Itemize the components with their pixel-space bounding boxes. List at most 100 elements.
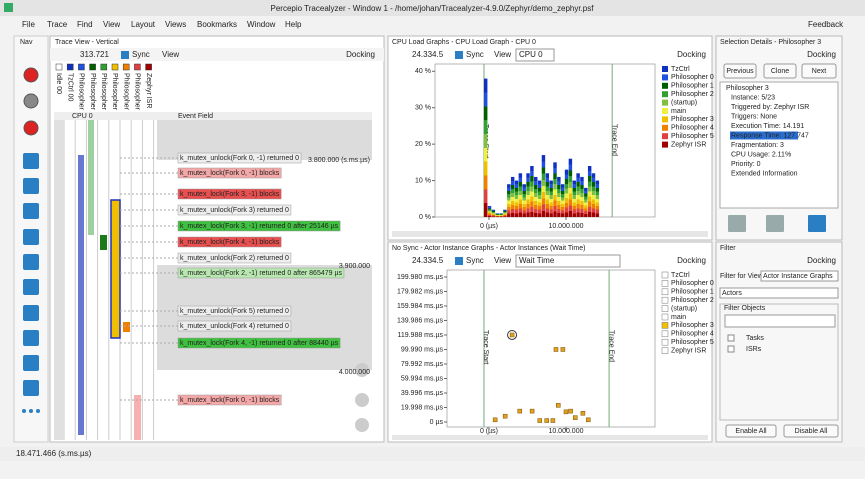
sync-button[interactable]: Sync <box>132 50 150 59</box>
load-bar <box>587 166 592 217</box>
event-label[interactable]: k_mutex_lock(Fork 3, -1) returned 0 afte… <box>180 223 339 230</box>
scroll-button[interactable] <box>355 418 369 432</box>
legend-entry[interactable]: Zephyr ISR <box>671 347 706 354</box>
menu-item[interactable]: Trace <box>47 20 68 29</box>
event-label[interactable]: k_mutex_unlock(Fork 2) returned 0 <box>180 255 289 262</box>
legend-entry[interactable]: (startup) <box>671 305 697 312</box>
tree-item[interactable]: CPU Usage: 2.11% <box>731 151 791 158</box>
record-button[interactable] <box>23 120 39 136</box>
legend-swatch <box>662 141 668 148</box>
tree-item[interactable]: Extended Information <box>731 170 798 177</box>
load-bar <box>526 173 530 217</box>
legend-entry[interactable]: Philosopher 0 <box>671 280 714 287</box>
tree-item[interactable]: Priority: 0 <box>731 161 761 168</box>
sync-button[interactable]: Sync <box>466 256 484 265</box>
column-color <box>145 63 152 71</box>
menu-item[interactable]: Views <box>165 20 186 29</box>
button-label[interactable]: Next <box>812 68 826 75</box>
view-menu[interactable]: View <box>494 50 511 59</box>
feedback-link[interactable]: Feedback <box>808 20 844 29</box>
sync-button[interactable]: Sync <box>466 50 484 59</box>
load-bar <box>487 206 492 217</box>
record-button[interactable] <box>23 93 39 109</box>
legend-entry[interactable]: main <box>671 108 686 115</box>
legend-entry[interactable]: Philosopher 4 <box>671 125 714 132</box>
event-label[interactable]: k_mutex_lock(Fork 0, -1) blocks <box>180 170 280 177</box>
dropdown-value[interactable]: Actors <box>722 290 742 297</box>
status-text: 18.471.466 (s.ms.µs) <box>16 449 92 458</box>
view-menu[interactable]: View <box>494 256 511 265</box>
menu-item[interactable]: File <box>22 20 35 29</box>
button-label[interactable]: Previous <box>726 68 754 75</box>
button-label[interactable]: Disable All <box>795 428 828 435</box>
tree-item[interactable]: Execution Time: 14.191 <box>731 123 804 130</box>
button <box>763 63 797 79</box>
legend-entry[interactable]: Philosopher 5 <box>671 133 714 140</box>
legend-entry[interactable]: Philosopher 4 <box>671 331 714 338</box>
menu-item[interactable]: Bookmarks <box>197 20 237 29</box>
legend-entry[interactable]: Zephyr ISR <box>671 141 706 148</box>
scroll-button[interactable] <box>355 363 369 377</box>
scroll-button[interactable] <box>355 393 369 407</box>
legend-entry[interactable]: Philosopher 2 <box>671 91 714 98</box>
docking-menu[interactable]: Docking <box>677 256 706 265</box>
button-label[interactable]: Clone <box>771 68 789 75</box>
tree-item[interactable]: Triggers: None <box>731 113 777 120</box>
instance-point <box>556 403 561 408</box>
tree-item[interactable]: Tasks <box>746 335 764 342</box>
dropdown-value[interactable]: Actor Instance Graphs <box>763 273 833 280</box>
dropdown-value[interactable]: Wait Time <box>519 256 555 265</box>
menu-item[interactable]: Layout <box>131 20 156 29</box>
event-label[interactable]: k_mutex_lock(Fork 2, -1) returned 0 afte… <box>180 270 342 277</box>
event-label[interactable]: k_mutex_unlock(Fork 3) returned 0 <box>180 207 289 214</box>
button <box>801 63 837 79</box>
y-tick-label: 19.998 ms.µs <box>401 404 444 411</box>
instance-point <box>537 418 543 423</box>
dropdown-value[interactable]: CPU 0 <box>519 50 543 59</box>
tree-item[interactable]: Triggered by: Zephyr ISR <box>731 104 809 111</box>
legend-entry[interactable]: TzCtrl <box>671 66 690 73</box>
docking-menu[interactable]: Docking <box>346 50 375 59</box>
tree-item[interactable]: Philosopher 3 <box>726 85 769 92</box>
column-color <box>55 63 63 71</box>
legend-entry[interactable]: Philosopher 0 <box>671 74 714 81</box>
event-label[interactable]: k_mutex_unlock(Fork 0, -1) returned 0 <box>180 155 299 162</box>
event-label[interactable]: k_mutex_unlock(Fork 5) returned 0 <box>180 308 289 315</box>
legend-entry[interactable]: (startup) <box>671 99 697 106</box>
event-label[interactable]: k_mutex_lock(Fork 3, -1) blocks <box>180 191 280 198</box>
record-button[interactable] <box>23 67 39 83</box>
legend-entry[interactable]: Philosopher 1 <box>671 289 714 296</box>
legend-entry[interactable]: Philosopher 3 <box>671 116 714 123</box>
legend-entry[interactable]: Philosopher 5 <box>671 339 714 346</box>
sub-header <box>54 112 372 120</box>
menu-item[interactable]: Find <box>77 20 93 29</box>
menu-item[interactable]: View <box>103 20 120 29</box>
tree-item[interactable]: Fragmentation: 3 <box>731 142 784 149</box>
legend-entry[interactable]: Philosopher 3 <box>671 322 714 329</box>
legend-swatch <box>662 82 668 89</box>
menu-item[interactable]: Help <box>285 20 302 29</box>
event-label[interactable]: k_mutex_lock(Fork 4, -1) returned 0 afte… <box>180 340 339 347</box>
load-bar <box>595 180 600 217</box>
view-menu[interactable]: View <box>162 50 179 59</box>
event-label[interactable]: k_mutex_unlock(Fork 4) returned 0 <box>180 323 289 330</box>
event-label[interactable]: k_mutex_lock(Fork 4, -1) blocks <box>180 239 280 246</box>
event-label[interactable]: k_mutex_lock(Fork 0, -1) blocks <box>180 397 280 404</box>
legend-entry[interactable]: Philosopher 2 <box>671 297 714 304</box>
menu-item[interactable]: Window <box>247 20 276 29</box>
legend-entry[interactable]: Philosopher 1 <box>671 83 714 90</box>
docking-menu[interactable]: Docking <box>807 256 836 265</box>
tree-item[interactable]: Response Time: 127.747 <box>731 132 809 139</box>
button-label[interactable]: Enable All <box>735 428 767 435</box>
tree-item[interactable]: ISRs <box>746 346 762 353</box>
tree-item[interactable]: Instance: 5/23 <box>731 94 775 101</box>
legend-entry[interactable]: TzCtrl <box>671 272 690 279</box>
legend-entry[interactable]: main <box>671 314 686 321</box>
legend-checkbox <box>661 305 669 312</box>
load-bar <box>514 180 519 217</box>
dropdown <box>515 254 621 268</box>
nav-tab[interactable]: Nav <box>20 39 33 46</box>
docking-menu[interactable]: Docking <box>807 50 836 59</box>
x-tick-label: 0 (µs) <box>480 428 498 435</box>
docking-menu[interactable]: Docking <box>677 50 706 59</box>
